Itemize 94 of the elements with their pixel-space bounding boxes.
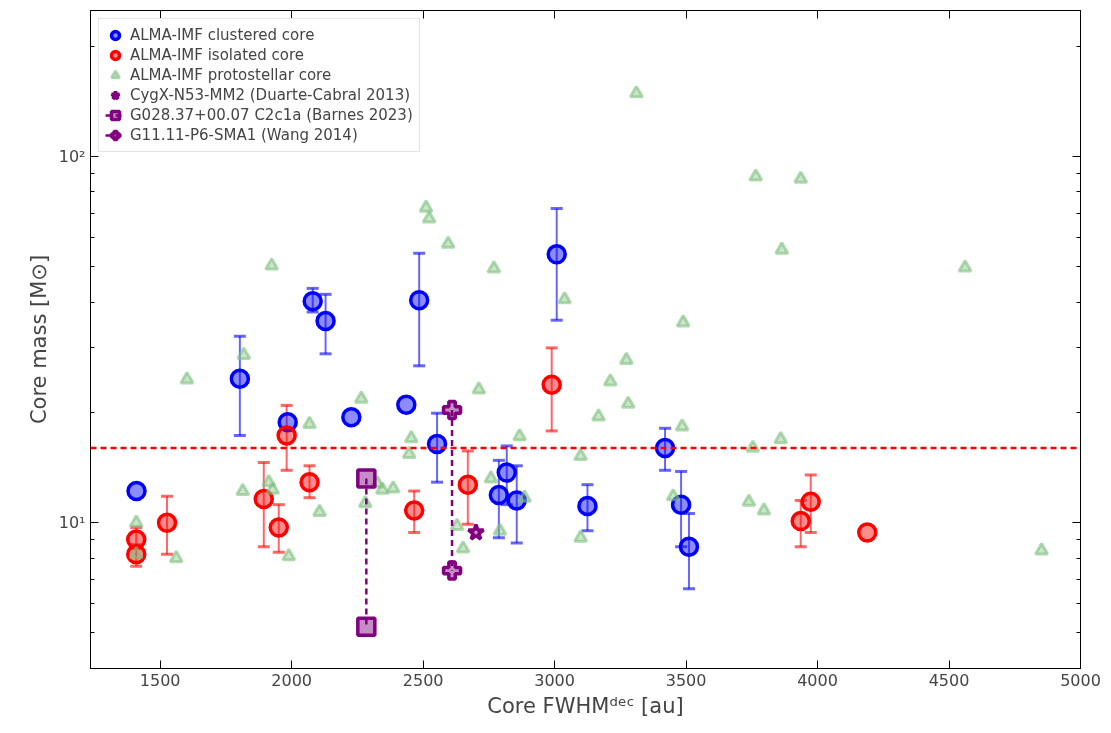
point	[302, 291, 323, 312]
point	[356, 616, 377, 637]
x-tick-label: 3000	[534, 670, 575, 690]
point	[466, 522, 486, 541]
point	[265, 481, 281, 495]
point	[517, 489, 533, 503]
point	[665, 487, 681, 502]
point	[756, 502, 772, 516]
point	[403, 500, 425, 521]
point	[773, 430, 789, 445]
point	[341, 407, 362, 428]
point	[253, 488, 275, 510]
point	[156, 512, 178, 533]
point	[670, 494, 692, 515]
x-tick-label: 5000	[1060, 670, 1101, 690]
point	[628, 84, 644, 99]
point	[774, 241, 790, 255]
point	[654, 437, 676, 459]
point	[748, 168, 764, 182]
point	[793, 170, 809, 184]
point	[546, 244, 567, 265]
point	[441, 560, 463, 581]
point	[385, 480, 401, 494]
point	[800, 491, 821, 513]
point	[457, 474, 479, 495]
point	[857, 522, 878, 543]
point	[496, 462, 517, 483]
point	[449, 517, 465, 531]
point	[741, 493, 757, 507]
x-axis-title: Core FWHMᵈᵉᶜ [au]	[487, 693, 684, 718]
point	[126, 480, 147, 502]
point	[577, 495, 598, 517]
legend-label: G11.11-P6-SMA1 (Wang 2014)	[130, 125, 358, 145]
point	[401, 445, 417, 459]
point	[455, 540, 471, 554]
point	[488, 484, 510, 506]
point	[541, 374, 562, 395]
point	[236, 346, 252, 360]
point	[312, 503, 328, 517]
point	[674, 418, 690, 432]
point	[353, 390, 369, 404]
point	[229, 368, 251, 390]
point	[426, 433, 448, 455]
point	[418, 199, 434, 213]
point	[512, 427, 528, 442]
point	[356, 468, 377, 489]
point	[573, 447, 589, 462]
point	[299, 471, 320, 493]
point	[276, 425, 297, 446]
point	[128, 514, 144, 528]
point	[421, 210, 437, 224]
y-axis-title: Core mass [M⊙]	[26, 254, 51, 425]
point	[408, 289, 430, 311]
point	[396, 394, 417, 415]
point	[471, 381, 487, 395]
point	[374, 481, 390, 495]
point	[678, 536, 700, 557]
point	[486, 260, 502, 274]
point	[302, 415, 318, 429]
x-tick-label: 3500	[665, 670, 707, 690]
legend-label: CygX-N53-MM2 (Duarte-Cabral 2013)	[130, 85, 411, 105]
point	[440, 235, 456, 249]
point	[281, 547, 297, 562]
x-tick-label: 4000	[797, 670, 838, 690]
x-tick-label: 4500	[928, 670, 970, 690]
y-tick-label: 10²	[58, 146, 86, 166]
legend-label: G028.37+00.07 C2c1a (Barnes 2023)	[130, 105, 413, 125]
point	[557, 290, 573, 305]
point	[235, 482, 251, 497]
point	[573, 529, 589, 543]
point	[618, 351, 634, 365]
x-tick-label: 2000	[271, 670, 313, 690]
point	[483, 470, 499, 484]
point	[264, 257, 280, 271]
point	[591, 408, 607, 422]
point	[441, 399, 463, 421]
y-tick-label: 10¹	[58, 513, 86, 533]
x-tick-label: 2500	[402, 670, 444, 690]
point	[790, 510, 811, 532]
legend-label: ALMA-IMF protostellar core	[130, 65, 332, 85]
legend-label: ALMA-IMF isolated core	[130, 45, 305, 65]
x-tick-label: 1500	[139, 670, 181, 690]
point	[620, 395, 636, 409]
point	[675, 314, 691, 328]
legend-label: ALMA-IMF clustered core	[130, 25, 315, 45]
point	[957, 259, 973, 273]
point	[602, 372, 618, 387]
point	[403, 429, 419, 444]
point	[1034, 542, 1050, 556]
point	[492, 522, 508, 536]
point	[315, 310, 336, 332]
point	[168, 549, 184, 564]
point	[268, 517, 290, 538]
point	[179, 371, 195, 385]
